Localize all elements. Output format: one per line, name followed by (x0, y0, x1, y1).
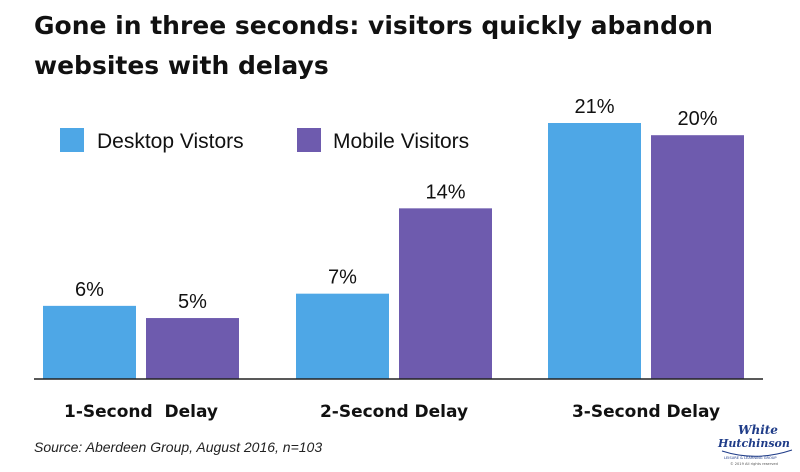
value-label: 5% (178, 291, 207, 313)
bar-desktop-2 (296, 293, 389, 379)
bar-desktop-3 (548, 123, 641, 379)
white-hutchinson-logo: White Hutchinson LEISURE & LEARNING GROU… (717, 423, 793, 466)
legend-swatch-desktop (60, 128, 84, 152)
logo-line2: Hutchinson (717, 437, 790, 450)
legend-label-mobile: Mobile Visitors (333, 130, 469, 153)
logo-line1: White (738, 423, 778, 437)
chart-title: Gone in three seconds: visitors quickly … (34, 11, 713, 80)
value-label: 7% (328, 267, 357, 289)
category-label: 3-Second Delay (572, 402, 720, 422)
bar-mobile-2 (399, 208, 492, 379)
source-note: Source: Aberdeen Group, August 2016, n=1… (34, 439, 323, 455)
bars (43, 123, 744, 379)
category-label: 2-Second Delay (320, 402, 468, 422)
value-label: 21% (574, 96, 614, 118)
legend-swatch-mobile (297, 128, 321, 152)
bar-mobile-3 (651, 135, 744, 379)
bar-desktop-1 (43, 305, 136, 379)
value-label: 20% (677, 108, 717, 130)
bar-chart: Desktop Vistors Mobile Visitors 6% 5% 7% 14%… (34, 96, 763, 422)
value-labels: 6% 5% 7% 14% 21% 20% (75, 96, 718, 313)
logo-swoosh (721, 449, 793, 457)
legend: Desktop Vistors Mobile Visitors (60, 128, 469, 153)
category-labels: 1-Second Delay 2-Second Delay 3-Second Del… (64, 402, 720, 422)
bar-mobile-1 (146, 318, 239, 379)
logo-copyright: © 2019 All rights reserved (730, 462, 778, 466)
logo-tagline: LEISURE & LEARNING GROUP (724, 456, 777, 460)
value-label: 14% (425, 181, 465, 203)
category-label: 1-Second Delay (64, 402, 218, 422)
value-label: 6% (75, 279, 104, 301)
legend-label-desktop: Desktop Vistors (97, 130, 244, 153)
